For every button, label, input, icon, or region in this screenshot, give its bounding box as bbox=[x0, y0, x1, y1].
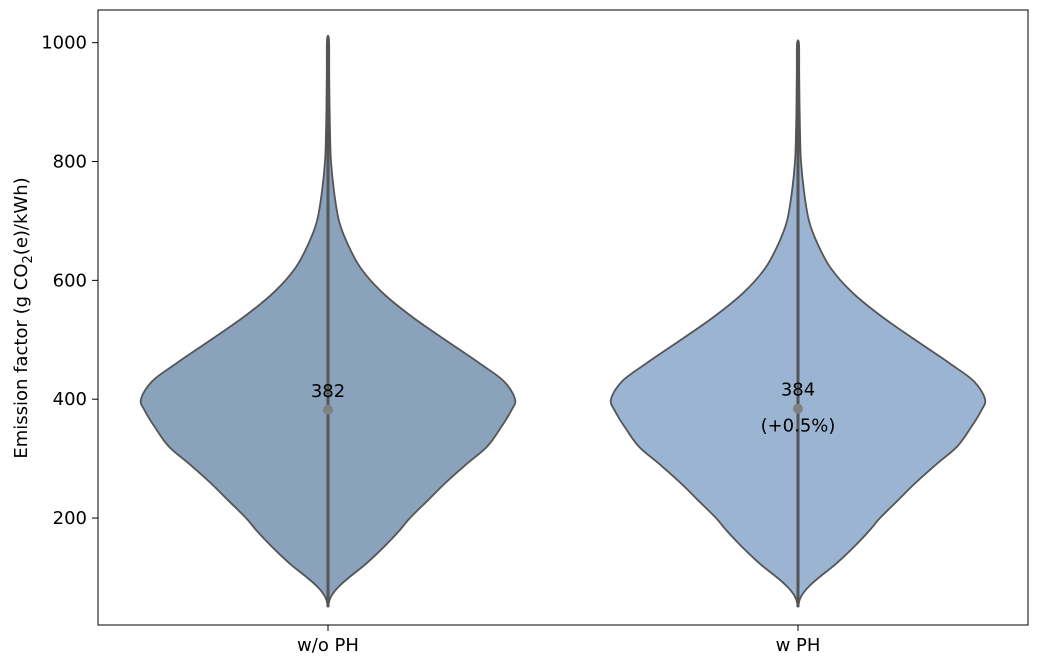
y-tick-label: 400 bbox=[53, 389, 87, 410]
x-tick-label: w/o PH bbox=[297, 635, 359, 656]
y-axis-label-prefix: Emission factor (g CO bbox=[11, 263, 32, 458]
y-tick-label: 1000 bbox=[41, 33, 87, 54]
median-label: 382 bbox=[311, 381, 345, 402]
change-label: (+0.5%) bbox=[761, 416, 836, 437]
violin-group: 382 384 (+0.5%) bbox=[139, 34, 987, 608]
plot-frame bbox=[97, 9, 1029, 626]
y-axis-label-suffix: (e)/kWh) bbox=[11, 177, 32, 255]
x-tick-label: w PH bbox=[776, 635, 821, 656]
y-axis-label-subscript: 2 bbox=[21, 255, 36, 263]
median-dot bbox=[793, 403, 803, 414]
y-axis-label: Emission factor (g CO2(e)/kWh) bbox=[11, 177, 36, 458]
median-label: 384 bbox=[781, 380, 815, 401]
x-axis: w/o PH w PH bbox=[297, 625, 820, 656]
y-axis: 200 400 600 800 1000 bbox=[41, 33, 98, 529]
median-dot bbox=[323, 404, 333, 415]
y-tick-label: 800 bbox=[53, 152, 87, 173]
y-tick-label: 200 bbox=[53, 508, 87, 529]
y-tick-label: 600 bbox=[53, 270, 87, 291]
